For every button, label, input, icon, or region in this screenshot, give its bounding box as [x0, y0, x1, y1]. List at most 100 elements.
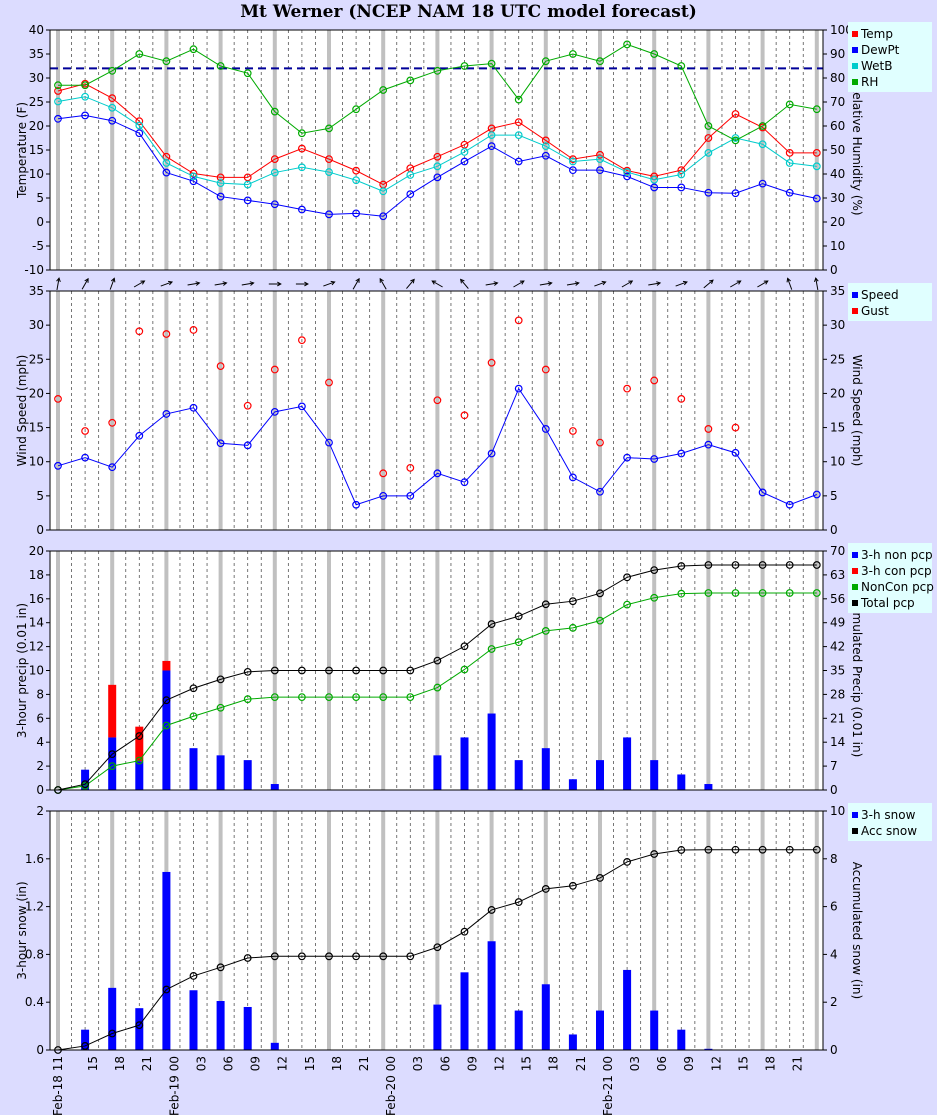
y2-tick-label: 10 — [830, 455, 845, 469]
data-point — [189, 45, 198, 54]
y2-tick-label: 70 — [830, 95, 845, 109]
data-point — [569, 50, 577, 58]
wind-arrow-head — [249, 281, 255, 286]
data-point — [243, 196, 252, 205]
wind-arrow-head — [379, 277, 384, 283]
data-point — [487, 358, 496, 367]
data-point — [460, 148, 469, 156]
data-point — [216, 362, 225, 371]
y2-tick-label: 8 — [830, 852, 838, 866]
data-point — [243, 69, 252, 78]
y2-tick-label: 0 — [830, 263, 838, 277]
wind-arrow — [648, 282, 661, 286]
legend-label: 3-h con pcp — [861, 564, 932, 578]
data-point — [298, 163, 306, 172]
data-point — [596, 166, 604, 175]
data-point — [650, 183, 659, 192]
data-point — [135, 327, 144, 336]
data-point — [352, 176, 361, 185]
x-tick-label: 21 — [357, 1056, 371, 1071]
data-point — [541, 885, 550, 893]
data-point — [298, 693, 306, 702]
y-tick-label: 35 — [29, 47, 44, 61]
data-point — [731, 189, 740, 198]
y2-tick-label: 5 — [830, 489, 838, 503]
data-point — [487, 131, 496, 140]
data-point — [460, 157, 469, 166]
data-point — [216, 192, 225, 201]
data-point — [270, 200, 279, 209]
bar — [433, 755, 442, 790]
data-point — [514, 638, 523, 647]
data-point — [650, 376, 659, 385]
y-tick-label: 8 — [36, 687, 44, 701]
y2-axis-label: Relative Humidity (%) — [850, 84, 864, 215]
y2-tick-label: 20 — [830, 215, 845, 229]
bar — [677, 1029, 686, 1050]
wind-arrow — [675, 281, 688, 287]
data-point — [623, 453, 631, 462]
y-axis-label: Wind Speed (mph) — [15, 355, 29, 467]
x-tick-label: 12 — [493, 1056, 507, 1071]
data-point — [785, 845, 794, 854]
bar — [460, 737, 469, 790]
data-point — [270, 107, 279, 116]
data-point — [54, 87, 62, 95]
y2-axis-label: Wind Speed (mph) — [850, 355, 864, 467]
data-point — [270, 168, 279, 177]
data-point — [216, 675, 225, 684]
y-tick-label: 15 — [29, 143, 44, 157]
data-point — [270, 952, 279, 961]
data-point — [81, 1042, 89, 1050]
data-point — [379, 187, 388, 196]
wind-arrow — [109, 278, 115, 290]
data-point — [406, 463, 415, 472]
data-point — [433, 173, 442, 182]
legend-label: Acc snow — [861, 824, 917, 838]
series-line — [57, 592, 817, 791]
data-point — [514, 131, 523, 140]
data-point — [596, 487, 604, 496]
data-point — [298, 952, 306, 961]
y-tick-label: -10 — [24, 263, 44, 277]
data-point — [325, 168, 333, 176]
legend-swatch — [852, 292, 858, 298]
wind-arrow-head — [459, 278, 465, 284]
data-point — [623, 573, 631, 582]
data-point — [325, 155, 333, 164]
y-tick-label: 5 — [36, 489, 44, 503]
x-tick-label: 15 — [86, 1056, 100, 1071]
data-point — [352, 105, 361, 114]
data-point — [650, 566, 659, 575]
y-tick-label: 6 — [36, 711, 44, 725]
y-tick-label: 15 — [29, 421, 44, 435]
data-point — [758, 488, 767, 497]
wind-arrow-head — [519, 280, 525, 285]
data-point — [379, 86, 388, 94]
y2-tick-label: 60 — [830, 119, 845, 133]
data-point — [135, 50, 144, 58]
y-tick-label: 0 — [36, 1043, 44, 1057]
legend-swatch — [852, 47, 858, 53]
data-point — [596, 155, 604, 164]
wind-arrow-head — [431, 280, 437, 285]
y2-tick-label: 90 — [830, 47, 845, 61]
y-axis-label: Temperature (F) — [15, 102, 29, 199]
data-point — [487, 620, 496, 628]
legend-label: Speed — [861, 288, 899, 302]
data-point — [569, 623, 577, 632]
legend-swatch — [852, 600, 858, 606]
bar — [650, 760, 659, 790]
wind-arrow-head — [814, 277, 819, 283]
x-tick-label: 21 — [140, 1056, 154, 1071]
data-point — [704, 425, 713, 433]
y2-tick-label: 50 — [830, 143, 845, 157]
wind-arrow-head — [574, 281, 580, 286]
data-point — [189, 684, 198, 693]
data-point — [243, 441, 252, 450]
wind-arrow — [460, 279, 469, 289]
data-point — [623, 858, 631, 866]
bar — [596, 1010, 604, 1050]
data-point — [108, 750, 117, 759]
